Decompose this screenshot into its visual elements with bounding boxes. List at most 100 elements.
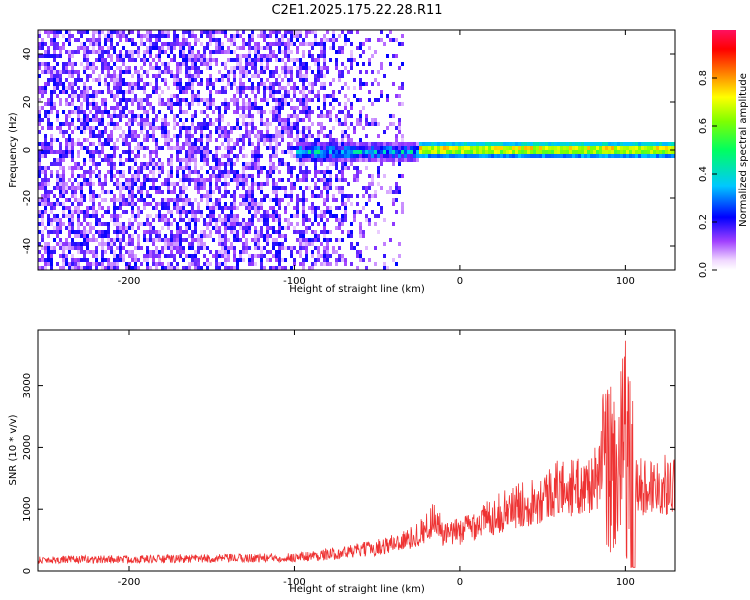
- heatmap-cell: [455, 142, 458, 146]
- heatmap-cell: [242, 46, 245, 50]
- heatmap-cell: [317, 54, 320, 58]
- heatmap-cell: [500, 150, 503, 154]
- heatmap-cell: [506, 142, 509, 146]
- heatmap-cell: [341, 170, 344, 174]
- heatmap-cell: [137, 234, 140, 238]
- heatmap-cell: [53, 246, 56, 250]
- heatmap-cell: [176, 98, 179, 102]
- heatmap-cell: [149, 38, 152, 42]
- heatmap-cell: [293, 62, 296, 66]
- heatmap-cell: [263, 142, 266, 146]
- heatmap-cell: [176, 82, 179, 86]
- heatmap-cell: [38, 122, 41, 126]
- heatmap-cell: [242, 42, 245, 46]
- heatmap-cell: [44, 110, 47, 114]
- heatmap-cell: [275, 154, 278, 158]
- heatmap-cell: [38, 30, 41, 34]
- heatmap-cell: [101, 146, 104, 150]
- heatmap-cell: [338, 50, 341, 54]
- heatmap-cell: [113, 82, 116, 86]
- heatmap-cell: [74, 210, 77, 214]
- heatmap-cell: [236, 218, 239, 222]
- heatmap-cell: [314, 258, 317, 262]
- heatmap-cell: [377, 122, 380, 126]
- heatmap-cell: [281, 118, 284, 122]
- heatmap-cell: [242, 174, 245, 178]
- heatmap-cell: [86, 94, 89, 98]
- heatmap-cell: [233, 154, 236, 158]
- heatmap-cell: [290, 154, 293, 158]
- heatmap-cell: [131, 54, 134, 58]
- heatmap-cell: [341, 110, 344, 114]
- heatmap-cell: [338, 170, 341, 174]
- heatmap-cell: [98, 38, 101, 42]
- heatmap-cell: [308, 206, 311, 210]
- heatmap-cell: [488, 142, 491, 146]
- heatmap-cell: [317, 42, 320, 46]
- heatmap-cell: [224, 130, 227, 134]
- heatmap-cell: [158, 250, 161, 254]
- heatmap-cell: [536, 154, 539, 158]
- heatmap-cell: [377, 70, 380, 74]
- heatmap-cell: [218, 50, 221, 54]
- heatmap-cell: [248, 98, 251, 102]
- heatmap-cell: [215, 182, 218, 186]
- heatmap-cell: [62, 254, 65, 258]
- heatmap-cell: [53, 150, 56, 154]
- heatmap-cell: [254, 202, 257, 206]
- heatmap-cell: [308, 114, 311, 118]
- heatmap-cell: [200, 126, 203, 130]
- heatmap-cell: [116, 266, 119, 270]
- heatmap-cell: [146, 102, 149, 106]
- heatmap-cell: [374, 50, 377, 54]
- heatmap-cell: [302, 142, 305, 146]
- heatmap-cell: [50, 54, 53, 58]
- heatmap-cell: [392, 82, 395, 86]
- heatmap-cell: [68, 150, 71, 154]
- heatmap-cell: [572, 154, 575, 158]
- heatmap-cell: [119, 242, 122, 246]
- heatmap-cell: [302, 38, 305, 42]
- heatmap-cell: [335, 186, 338, 190]
- heatmap-cell: [161, 50, 164, 54]
- heatmap-cell: [227, 82, 230, 86]
- heatmap-cell: [191, 234, 194, 238]
- heatmap-cell: [110, 246, 113, 250]
- heatmap-cell: [209, 130, 212, 134]
- heatmap-cell: [134, 178, 137, 182]
- heatmap-cell: [326, 158, 329, 162]
- heatmap-cell: [272, 82, 275, 86]
- heatmap-cell: [521, 154, 524, 158]
- heatmap-cell: [278, 178, 281, 182]
- heatmap-cell: [242, 114, 245, 118]
- heatmap-cell: [527, 146, 530, 150]
- heatmap-cell: [206, 226, 209, 230]
- heatmap-cell: [170, 138, 173, 142]
- heatmap-cell: [65, 122, 68, 126]
- heatmap-cell: [86, 214, 89, 218]
- heatmap-cell: [209, 38, 212, 42]
- heatmap-cell: [275, 250, 278, 254]
- heatmap-cell: [326, 30, 329, 34]
- heatmap-cell: [251, 58, 254, 62]
- heatmap-cell: [104, 102, 107, 106]
- heatmap-cell: [443, 142, 446, 146]
- heatmap-cell: [185, 62, 188, 66]
- heatmap-cell: [77, 182, 80, 186]
- heatmap-cell: [173, 206, 176, 210]
- heatmap-cell: [320, 122, 323, 126]
- heatmap-cell: [119, 70, 122, 74]
- heatmap-cell: [278, 218, 281, 222]
- heatmap-cell: [146, 38, 149, 42]
- heatmap-cell: [137, 222, 140, 226]
- heatmap-cell: [77, 94, 80, 98]
- heatmap-cell: [152, 238, 155, 242]
- heatmap-cell: [44, 182, 47, 186]
- heatmap-cell: [374, 222, 377, 226]
- heatmap-cell: [71, 238, 74, 242]
- heatmap-cell: [95, 214, 98, 218]
- heatmap-cell: [299, 230, 302, 234]
- heatmap-cell: [113, 218, 116, 222]
- heatmap-cell: [68, 146, 71, 150]
- heatmap-cell: [179, 190, 182, 194]
